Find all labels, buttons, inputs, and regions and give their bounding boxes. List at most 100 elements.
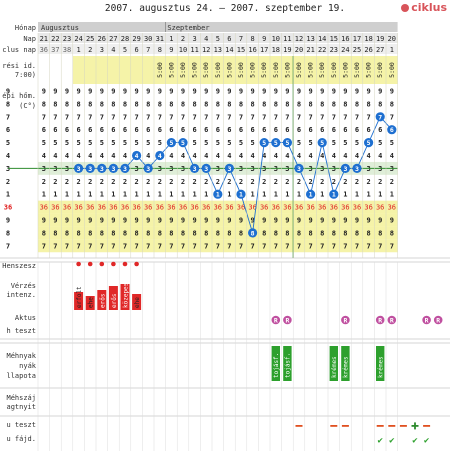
temp-grid-value: 9 (123, 88, 127, 96)
temp-grid-value: 1 (158, 191, 162, 199)
temp-grid-value: 2 (262, 178, 266, 186)
day-row (38, 33, 398, 43)
temp-grid-value: 7 (332, 242, 336, 250)
cervix-open-label: agtnyit (6, 403, 36, 411)
temp-grid-value: 2 (100, 178, 104, 186)
temp-grid-value: 8 (378, 100, 382, 108)
temp-grid-value: 1 (100, 191, 104, 199)
temp-grid-value: 36 (272, 204, 280, 212)
mucus-bar (283, 346, 292, 381)
cycle-day-number: 21 (306, 46, 314, 54)
temp-grid-value: 7 (146, 242, 150, 250)
temp-grid-value: 5 (88, 139, 92, 147)
temp-grid-value: 2 (285, 178, 289, 186)
temp-axis-value: 2 (6, 178, 10, 186)
temp-grid-value: 1 (111, 191, 115, 199)
cycle-day-label: clus nap (2, 46, 36, 54)
temp-grid-value: 1 (204, 191, 208, 199)
temp-grid-value: 8 (53, 100, 57, 108)
temperature-point (236, 189, 246, 199)
temp-grid-value: 4 (42, 152, 46, 160)
temp-grid-value: 5 (378, 139, 382, 147)
bleeding-bar (97, 290, 107, 310)
day-number: 10 (272, 35, 280, 43)
measure-time-value: 5:00 (388, 62, 396, 78)
day-number: 9 (262, 35, 266, 43)
pain-label: u fájd. (6, 435, 36, 443)
temperature-point (306, 189, 316, 199)
day-number: 17 (353, 35, 361, 43)
measure-time-value: 5:00 (156, 62, 164, 78)
temp-grid-value: 6 (332, 126, 336, 134)
temp-grid-value: 4 (262, 152, 266, 160)
temp-grid-value: 8 (123, 229, 127, 237)
temp-grid-value: 5 (390, 139, 394, 147)
temp-grid-value: 6 (343, 126, 347, 134)
temp-grid-value: 7 (158, 113, 162, 121)
temp-grid-value: 2 (378, 178, 382, 186)
bleeding-bar (120, 284, 130, 310)
temp-grid-value: 9 (320, 217, 324, 225)
mucus-text: krémes (343, 356, 350, 378)
temp-grid-value: 8 (192, 229, 196, 237)
temp-grid-value: 5 (297, 139, 301, 147)
temp-grid-value: 7 (181, 242, 185, 250)
cycle-day-number: 36 (40, 46, 48, 54)
temp-grid-value: 9 (146, 217, 150, 225)
temp-grid-value: 8 (111, 229, 115, 237)
temp-grid-value: 5 (100, 139, 104, 147)
temp-grid-value: 8 (239, 100, 243, 108)
temp-grid-value: 7 (308, 113, 312, 121)
temperature-point-label: 3 (77, 165, 81, 173)
temperature-point-label: 3 (88, 165, 92, 173)
day-number: 16 (341, 35, 349, 43)
cycle-day-number: 7 (146, 46, 150, 54)
mood-dot (87, 261, 93, 267)
day-number: 22 (51, 35, 59, 43)
mucus-bar (341, 346, 350, 381)
ciklus-logo[interactable]: ciklus (401, 1, 447, 14)
day-number: 6 (227, 35, 231, 43)
temp-grid-value: 8 (274, 229, 278, 237)
temp-grid-value: 9 (53, 217, 57, 225)
mucus-text: krémes (331, 356, 338, 378)
temp-grid-value: 5 (204, 139, 208, 147)
temperature-point (74, 163, 84, 173)
day-number: 29 (132, 35, 140, 43)
temp-grid-value: 2 (239, 178, 243, 186)
temp-grid-value: 1 (297, 191, 301, 199)
temp-grid-value: 6 (53, 126, 57, 134)
temperature-point-label: 7 (378, 113, 382, 121)
temp-band (38, 200, 398, 214)
mucus-bar (376, 346, 385, 381)
temp-grid-value: 1 (320, 191, 324, 199)
temp-grid-value: 7 (134, 242, 138, 250)
temp-grid-value: 9 (320, 88, 324, 96)
temp-grid-value: 4 (111, 152, 115, 160)
intercourse-marker (433, 315, 443, 325)
temp-grid-value: 4 (100, 152, 104, 160)
temp-grid-value: 6 (227, 126, 231, 134)
temp-grid-value: 9 (204, 217, 208, 225)
temp-grid-value: 6 (320, 126, 324, 134)
cervix-state-label: llapota (6, 372, 36, 380)
temp-grid-value: 8 (332, 100, 336, 108)
temp-grid-value: 8 (100, 100, 104, 108)
temp-grid-value: 7 (250, 242, 254, 250)
temp-grid-value: 8 (239, 229, 243, 237)
temp-grid-value: 8 (343, 100, 347, 108)
temp-grid-value: 4 (343, 152, 347, 160)
temp-grid-value: 8 (216, 229, 220, 237)
temp-axis-value: 36 (4, 204, 12, 212)
cervix-label: Méhnyak (6, 352, 36, 360)
temp-grid-value: 1 (146, 191, 150, 199)
bleeding-text: ehe (88, 297, 95, 308)
cycle-day-number: 37 (51, 46, 59, 54)
temp-grid-value: 8 (146, 100, 150, 108)
test-label: h teszt (6, 327, 36, 335)
temp-grid-value: 4 (320, 152, 324, 160)
temp-grid-value: 8 (192, 100, 196, 108)
temp-grid-value: 6 (192, 126, 196, 134)
temp-grid-value: 9 (378, 88, 382, 96)
temperature-point (259, 138, 269, 148)
